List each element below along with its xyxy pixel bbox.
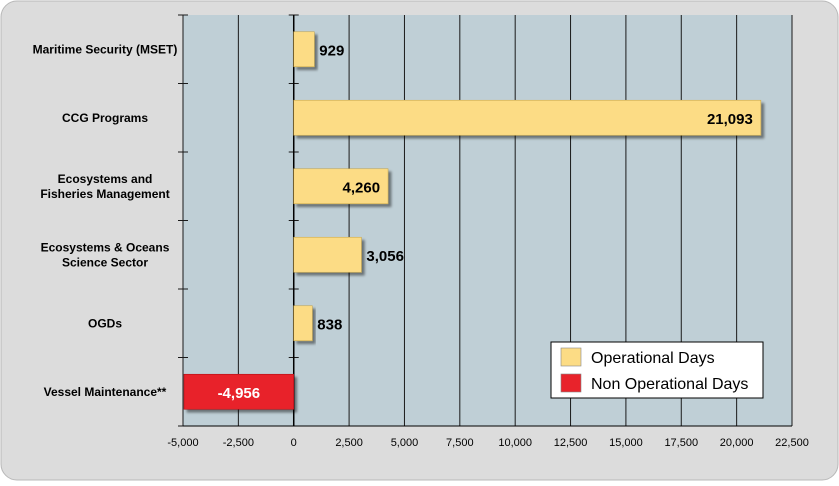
legend-label: Non Operational Days xyxy=(591,376,748,393)
x-tick-labels: -5,000 -2,500 0 2,500 5,000 7,500 10,000 12,500… xyxy=(167,437,808,449)
bar xyxy=(183,373,295,410)
bar xyxy=(293,99,762,136)
category-labels: Maritime Security (MSET) CCG Programs Ecos… xyxy=(33,42,178,399)
x-tick-label: 7,500 xyxy=(446,437,474,449)
category-label: Maritime Security (MSET) xyxy=(33,42,178,56)
legend: Operational Days Non Operational Days xyxy=(550,341,764,399)
x-tick-label: 0 xyxy=(291,437,297,449)
category-label: CCG Programs xyxy=(62,111,148,125)
bar xyxy=(293,305,313,342)
category-label: OGDs xyxy=(88,316,122,330)
x-tick-label: 17,500 xyxy=(664,437,698,449)
x-tick-label: 2,500 xyxy=(335,437,363,449)
x-tick-label: -2,500 xyxy=(223,437,254,449)
legend-swatch xyxy=(560,347,582,367)
bar-value-label: -4,956 xyxy=(218,385,261,402)
category-label: Vessel Maintenance** xyxy=(44,385,167,399)
category-label: Science Sector xyxy=(62,255,148,269)
bars xyxy=(183,31,762,410)
bar xyxy=(293,31,315,68)
legend-box xyxy=(550,341,764,399)
x-tick-label: 20,000 xyxy=(720,437,754,449)
bar xyxy=(293,236,362,273)
legend-swatch xyxy=(560,373,582,393)
category-label: Ecosystems and xyxy=(58,172,153,186)
bar-value-label: 21,093 xyxy=(707,111,753,128)
x-tick-label: 10,000 xyxy=(498,437,532,449)
x-tick-label: 15,000 xyxy=(609,437,643,449)
bar xyxy=(293,168,389,205)
x-tick-label: -5,000 xyxy=(167,437,198,449)
category-label: Fisheries Management xyxy=(40,187,169,201)
x-tick-label: 5,000 xyxy=(391,437,419,449)
category-label: Ecosystems & Oceans xyxy=(41,240,170,254)
legend-label: Operational Days xyxy=(591,350,715,367)
bar-value-label: 4,260 xyxy=(343,179,381,196)
x-tick-label: 12,500 xyxy=(554,437,588,449)
bar-value-label: 838 xyxy=(317,316,342,333)
x-tick-label: 22,500 xyxy=(775,437,809,449)
bar-value-label: 3,056 xyxy=(366,248,404,265)
bar-value-label: 929 xyxy=(319,42,344,59)
value-labels: 929 21,093 4,260 3,056 838 -4,956 xyxy=(218,42,753,402)
